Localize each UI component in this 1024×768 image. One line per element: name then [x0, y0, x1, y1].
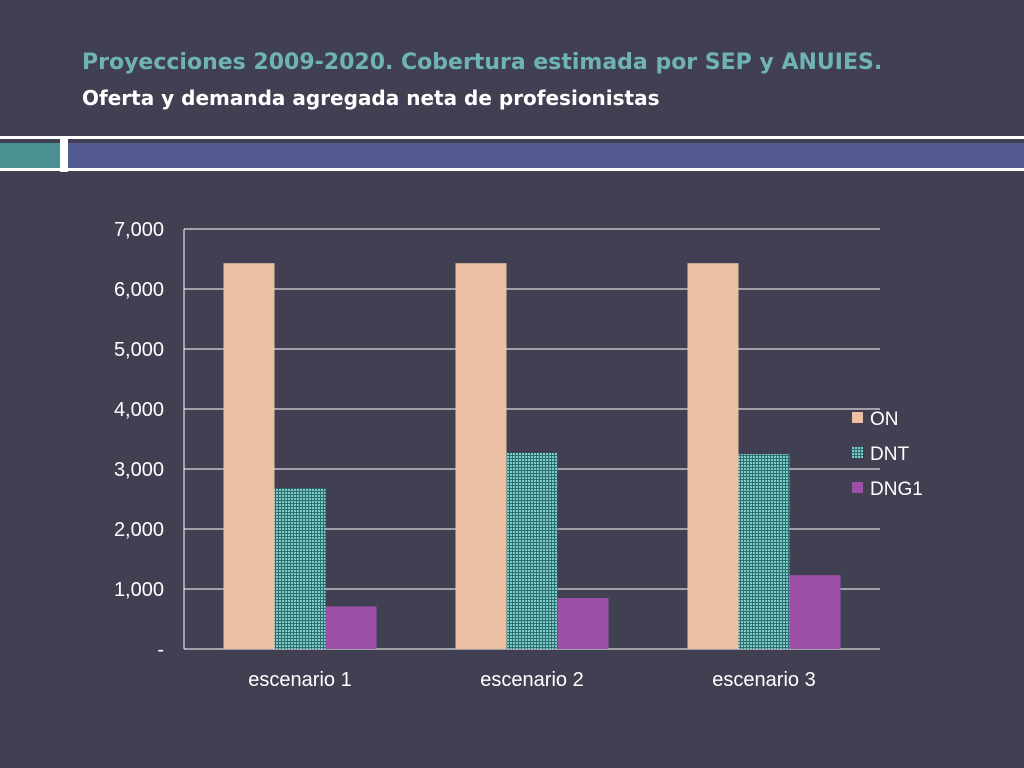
accent-bar-teal: [0, 143, 60, 168]
bar-dnt: [738, 454, 790, 649]
x-category-label: escenario 3: [712, 669, 815, 691]
y-tick-label: 4,000: [114, 399, 164, 421]
bar-dng1: [325, 606, 377, 649]
header-divider-bottom: [0, 168, 1024, 171]
legend-label-dng1: DNG1: [870, 479, 923, 500]
y-tick-label: 6,000: [114, 279, 164, 301]
bar-dng1: [557, 598, 609, 649]
bar-on: [687, 263, 739, 649]
y-tick-label: -: [157, 639, 164, 661]
x-category-label: escenario 2: [480, 669, 583, 691]
header-divider-top: [0, 136, 1024, 139]
y-tick-label: 7,000: [114, 219, 164, 241]
legend-swatch-on: [852, 412, 863, 423]
slide-title: Proyecciones 2009-2020. Cobertura estima…: [82, 50, 883, 75]
x-category-label: escenario 1: [248, 669, 351, 691]
bar-dng1: [789, 575, 841, 649]
bar-on: [455, 263, 507, 649]
y-tick-label: 3,000: [114, 459, 164, 481]
bar-dnt: [506, 452, 558, 649]
bar-on: [223, 263, 275, 649]
legend-label-on: ON: [870, 409, 899, 430]
legend-swatch-dnt: [852, 447, 863, 458]
y-tick-label: 5,000: [114, 339, 164, 361]
bar-dnt: [274, 488, 326, 649]
y-tick-label: 2,000: [114, 519, 164, 541]
legend-swatch-dng1: [852, 482, 863, 493]
accent-separator: [60, 139, 68, 172]
y-tick-label: 1,000: [114, 579, 164, 601]
legend-label-dnt: DNT: [870, 444, 909, 465]
slide-subtitle: Oferta y demanda agregada neta de profes…: [82, 86, 660, 110]
accent-bar-purple: [68, 143, 1024, 168]
